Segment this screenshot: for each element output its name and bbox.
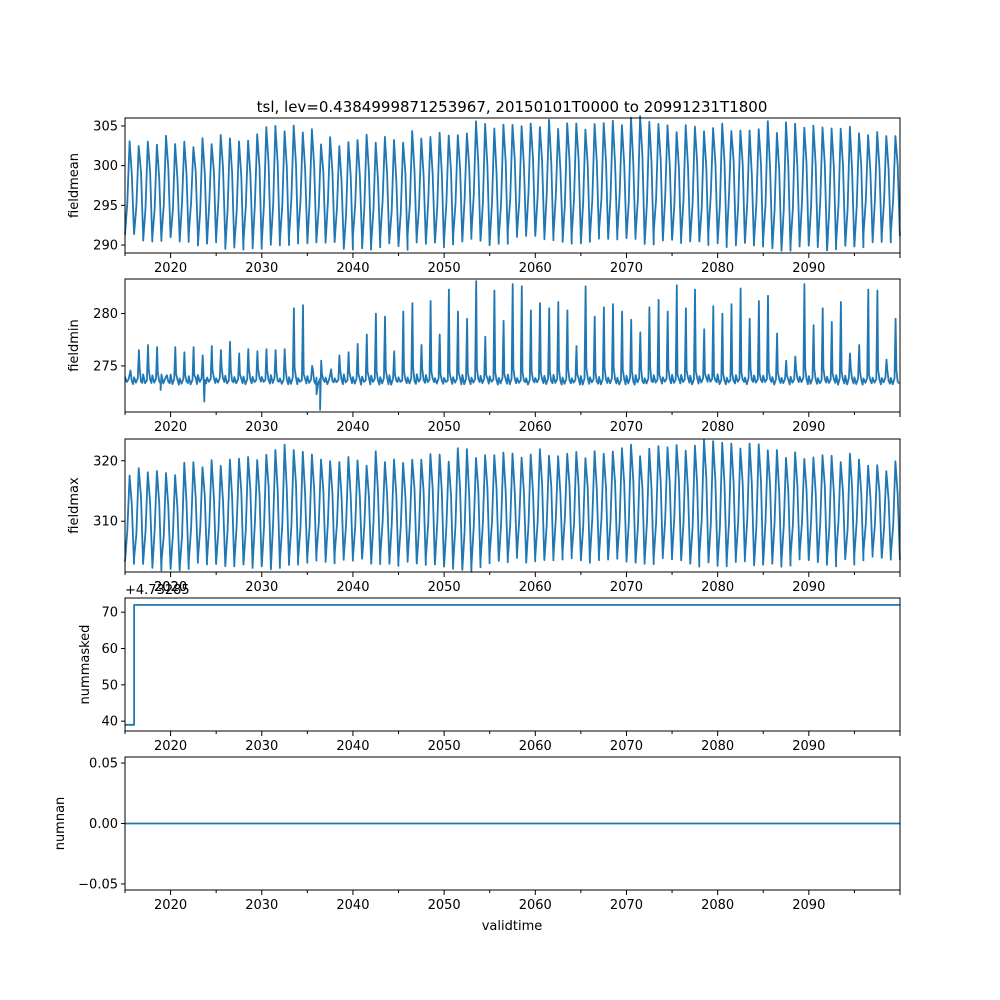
y-tick-label: 290 xyxy=(93,239,118,254)
y-tick-label: 310 xyxy=(93,515,118,530)
y-tick-label: 0.05 xyxy=(89,757,118,772)
subplot-fieldmean: 290 295 300 305 2020 2030 2040 2050 2060 2070 2080… xyxy=(67,115,901,276)
x-tick-label: 2090 xyxy=(792,261,825,276)
x-tick-label: 2080 xyxy=(701,580,734,595)
x-tick-label: 2050 xyxy=(428,420,461,435)
y-tick-label: 70 xyxy=(101,606,118,621)
y-tick-label: 320 xyxy=(93,454,118,469)
x-tick-label: 2050 xyxy=(428,898,461,913)
y-tick-label: 60 xyxy=(101,642,118,657)
y-axis-label-fieldmean: fieldmean xyxy=(67,153,82,218)
axes-frame xyxy=(124,278,901,413)
subplot-nummasked: 40 50 60 70 2020 2030 2040 2050 2060 2070 2080 2090… xyxy=(78,580,901,754)
x-tick-label: 2020 xyxy=(154,580,187,595)
x-tick-label: 2060 xyxy=(519,261,552,276)
series-line-fieldmax xyxy=(124,439,901,573)
x-tick-label: 2080 xyxy=(701,261,734,276)
y-offset-text: +4.73285 xyxy=(125,583,190,598)
x-tick-label: 2090 xyxy=(792,580,825,595)
x-tick-label: 2030 xyxy=(245,261,278,276)
x-tick-label: 2080 xyxy=(701,739,734,754)
x-tick-label: 2040 xyxy=(336,739,369,754)
subplots: 290 295 300 305 2020 2030 2040 2050 2060 2070 2080… xyxy=(53,115,901,913)
x-tick-label: 2090 xyxy=(792,898,825,913)
axes-frame xyxy=(124,117,901,254)
x-tick-label: 2040 xyxy=(336,261,369,276)
y-tick-label: 40 xyxy=(101,715,118,730)
axes-frame xyxy=(124,597,901,732)
y-tick-label: 300 xyxy=(93,159,118,174)
series-line-nummasked xyxy=(125,604,900,726)
x-tick-label: 2020 xyxy=(154,739,187,754)
x-axis-label: validtime xyxy=(482,919,543,934)
y-tick-label: 50 xyxy=(101,678,118,693)
x-tick-label: 2030 xyxy=(245,420,278,435)
x-tick-label: 2060 xyxy=(519,739,552,754)
x-tick-label: 2070 xyxy=(610,420,643,435)
overlapping-x-tick-label: 2020 xyxy=(154,580,187,595)
y-axis-label-fieldmax: fieldmax xyxy=(67,477,82,534)
x-tick-label: 2070 xyxy=(610,739,643,754)
y-tick-label: 305 xyxy=(93,119,118,134)
x-tick-label: 2020 xyxy=(154,261,187,276)
x-tick-label: 2040 xyxy=(336,580,369,595)
y-axis-label-nummasked: nummasked xyxy=(78,625,93,705)
y-axis-label-numnan: numnan xyxy=(53,797,68,851)
x-tick-label: 2050 xyxy=(428,739,461,754)
x-tick-label: 2060 xyxy=(519,580,552,595)
x-tick-label: 2030 xyxy=(245,580,278,595)
y-tick-label: 295 xyxy=(93,199,118,214)
subplot-numnan: −0.05 0.00 0.05 2020 2030 2040 2050 2060 2070 208… xyxy=(53,756,901,913)
x-tick-label: 2090 xyxy=(792,739,825,754)
y-tick-label: 280 xyxy=(93,307,118,322)
x-tick-label: 2040 xyxy=(336,898,369,913)
x-tick-label: 2020 xyxy=(154,898,187,913)
x-tick-label: 2050 xyxy=(428,261,461,276)
x-tick-label: 2030 xyxy=(245,739,278,754)
x-tick-label: 2030 xyxy=(245,898,278,913)
y-tick-label: 0.00 xyxy=(89,817,118,832)
y-axis-label-fieldmin: fieldmin xyxy=(67,319,82,372)
x-tick-label: 2080 xyxy=(701,420,734,435)
y-tick-label: −0.05 xyxy=(78,877,118,892)
axes-frame xyxy=(124,438,901,573)
series-line-fieldmean xyxy=(124,115,901,252)
y-tick-label: 275 xyxy=(93,359,118,374)
subplot-fieldmin: 275 280 2020 2030 2040 2050 2060 2070 2080 2090 fi… xyxy=(67,278,901,435)
x-tick-label: 2070 xyxy=(610,580,643,595)
subplot-fieldmax: 310 320 2020 2030 2040 2050 2060 2070 2080 2090 fi… xyxy=(67,438,901,595)
x-tick-label: 2040 xyxy=(336,420,369,435)
x-tick-label: 2080 xyxy=(701,898,734,913)
x-tick-label: 2070 xyxy=(610,898,643,913)
x-tick-label: 2020 xyxy=(154,420,187,435)
series-line-fieldmin xyxy=(124,280,900,411)
x-tick-label: 2050 xyxy=(428,580,461,595)
x-tick-label: 2070 xyxy=(610,261,643,276)
x-tick-label: 2060 xyxy=(519,420,552,435)
chart-title: tsl, lev=0.4384999871253967, 20150101T00… xyxy=(257,98,768,116)
x-tick-label: 2090 xyxy=(792,420,825,435)
x-tick-label: 2060 xyxy=(519,898,552,913)
